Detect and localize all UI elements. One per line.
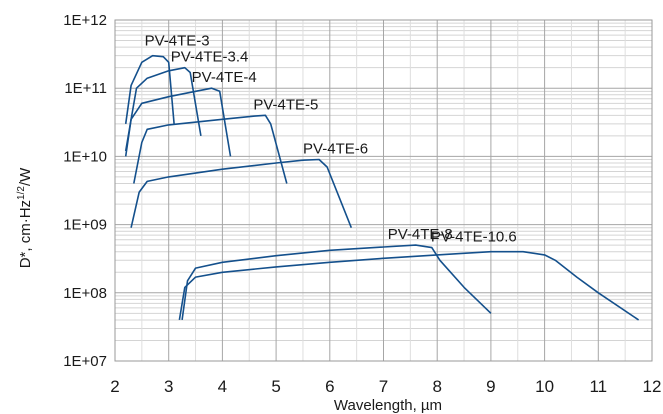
x-axis-ticks: 2 3 4 5 6 7 8 9 10 11 12 (110, 377, 661, 396)
series-labels: PV-4TE-3PV-4TE-3.4 PV-4TE-4 PV-4TE-5 PV-4TE… (145, 33, 517, 246)
series-line-7 (178, 250, 640, 321)
x-tick-label: 12 (643, 377, 662, 396)
y-tick-label: 1E+08 (63, 285, 107, 302)
y-tick-label: 1E+10 (63, 148, 107, 165)
series-label-2: PV-4TE-3.4 (171, 49, 249, 66)
y-axis-label: D*, cm·Hz1/2/W (16, 167, 34, 268)
series-line-5 (130, 158, 353, 228)
series-line-1 (124, 54, 175, 125)
y-tick-label: 1E+11 (64, 80, 107, 97)
series-label-3: PV-4TE-4 (192, 69, 257, 86)
series-lines (124, 54, 640, 321)
series-line-6 (181, 244, 492, 321)
plot-area-border (114, 19, 653, 362)
x-tick-label: 2 (110, 377, 119, 396)
y-tick-label: 1E+12 (63, 12, 107, 29)
y-axis-label-main: D*, cm·Hz (17, 200, 34, 268)
series-line-2 (124, 66, 202, 157)
x-tick-label: 5 (271, 377, 280, 396)
x-tick-label: 10 (535, 377, 554, 396)
series-line-4 (133, 114, 288, 184)
series-label-4: PV-4TE-5 (253, 96, 318, 113)
x-tick-label: 4 (218, 377, 227, 396)
x-tick-label: 9 (486, 377, 495, 396)
y-tick-label: 1E+09 (63, 217, 107, 234)
x-tick-label: 6 (325, 377, 334, 396)
x-axis-label: Wavelength, µm (334, 397, 442, 414)
y-axis-ticks: 1E+07 1E+08 1E+09 1E+10 1E+11 1E+12 (63, 12, 107, 370)
series-label-1: PV-4TE-3 (145, 33, 210, 50)
x-tick-label: 8 (432, 377, 441, 396)
series-line-3 (124, 87, 232, 157)
y-tick-label: 1E+07 (63, 353, 107, 370)
y-axis-label-superscript: 1/2 (16, 186, 27, 200)
series-label-7: PV-4TE-10.6 (431, 229, 517, 246)
y-axis-label-units: /W (17, 167, 34, 186)
series-label-5: PV-4TE-6 (303, 141, 368, 158)
x-tick-label: 11 (589, 377, 607, 396)
x-tick-label: 3 (164, 377, 173, 396)
x-tick-label: 7 (379, 377, 388, 396)
plot-frame (114, 19, 653, 362)
series-label-6: PV-4TE-8 (388, 226, 453, 243)
